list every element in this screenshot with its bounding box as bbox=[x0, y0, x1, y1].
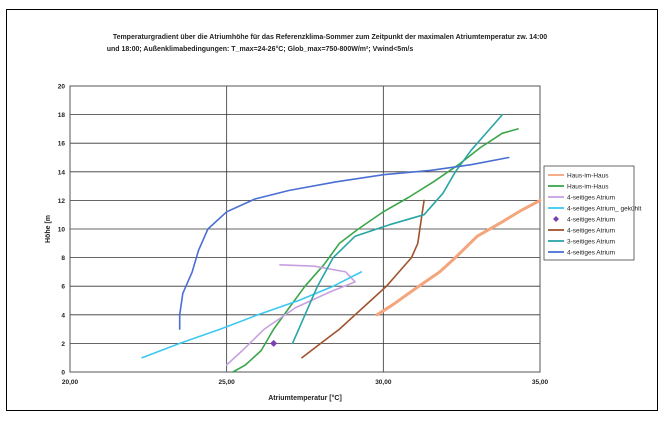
plot-area bbox=[69, 85, 541, 373]
x-tick-label: 35,00 bbox=[532, 379, 549, 386]
legend-marker bbox=[553, 216, 559, 222]
y-axis-label: Höhe [m bbox=[45, 215, 52, 243]
series-5-line bbox=[301, 199, 425, 359]
legend-entry-label: 4-seitiges Atrium_ gekühlt bbox=[567, 205, 642, 212]
series-0-line bbox=[375, 198, 542, 317]
y-tick-label: 18 bbox=[58, 112, 66, 119]
y-tick-label: 12 bbox=[58, 198, 66, 205]
y-tick-label: 8 bbox=[61, 255, 65, 262]
series-2-line bbox=[225, 264, 356, 366]
series-3-line bbox=[141, 271, 363, 359]
chart-title-line-2: und 18:00; Außenklimabedingungen: T_max=… bbox=[107, 45, 414, 53]
y-tick-label: 16 bbox=[58, 141, 66, 148]
y-tick-label: 2 bbox=[61, 341, 65, 348]
legend-entry-label: Haus-im-Haus bbox=[567, 172, 609, 179]
x-tick-label: 30,00 bbox=[375, 379, 392, 386]
x-tick-label: 20,00 bbox=[62, 379, 79, 386]
series-7-line bbox=[178, 156, 510, 330]
x-tick-label: 25,00 bbox=[219, 379, 236, 386]
chart-title-line-1: Temperaturgradient über die Atriumhöhe f… bbox=[113, 34, 547, 41]
y-tick-label: 4 bbox=[61, 312, 65, 319]
legend-entry-label: 4-seitiges Atrium bbox=[567, 249, 615, 256]
legend-entry-label: 4-seitiges Atrium bbox=[567, 216, 615, 223]
series-1-line bbox=[232, 128, 519, 373]
legend-entry-label: 3-seitiges Atrium bbox=[567, 238, 615, 245]
legend-entry-label: 4-seitiges Atrium bbox=[567, 194, 615, 201]
legend-entry-label: 4-seitiges Atrium bbox=[567, 227, 615, 234]
y-tick-label: 10 bbox=[58, 227, 66, 234]
y-tick-label: 14 bbox=[58, 169, 66, 176]
legend-entry-label: Haus-im-Haus bbox=[567, 183, 609, 190]
y-tick-label: 0 bbox=[61, 370, 65, 377]
series-4-point bbox=[270, 339, 278, 347]
x-axis-label: Atriumtemperatur [°C] bbox=[268, 394, 342, 402]
y-tick-label: 6 bbox=[61, 284, 65, 291]
y-tick-label: 20 bbox=[58, 84, 66, 91]
series-6-line bbox=[291, 113, 504, 345]
legend-box bbox=[543, 165, 635, 261]
